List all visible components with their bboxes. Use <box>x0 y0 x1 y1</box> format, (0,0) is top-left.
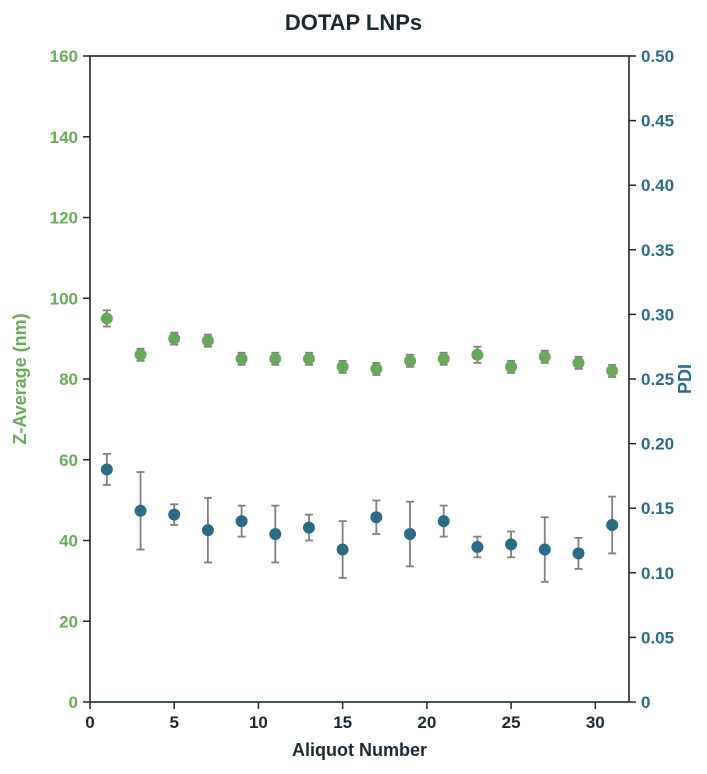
svg-text:100: 100 <box>50 289 78 308</box>
svg-text:140: 140 <box>50 128 78 147</box>
svg-text:60: 60 <box>59 451 78 470</box>
svg-text:25: 25 <box>502 713 521 732</box>
svg-text:30: 30 <box>586 713 605 732</box>
svg-text:0.30: 0.30 <box>641 305 674 324</box>
svg-text:0.05: 0.05 <box>641 628 674 647</box>
dotap-lnp-chart: DOTAP LNPs 0 5 10 15 20 25 30 Aliquot Number 0 20 4… <box>0 0 707 774</box>
svg-text:5: 5 <box>169 713 178 732</box>
x-axis-label: Aliquot Number <box>292 740 427 760</box>
svg-text:0.10: 0.10 <box>641 564 674 583</box>
svg-text:160: 160 <box>50 47 78 66</box>
svg-text:0: 0 <box>69 693 78 712</box>
svg-text:0.25: 0.25 <box>641 370 674 389</box>
svg-text:0.40: 0.40 <box>641 176 674 195</box>
chart-container: DOTAP LNPs 0 5 10 15 20 25 30 Aliquot Number 0 20 4… <box>0 0 707 774</box>
svg-text:0.15: 0.15 <box>641 499 674 518</box>
svg-text:20: 20 <box>59 612 78 631</box>
svg-text:80: 80 <box>59 370 78 389</box>
svg-text:0: 0 <box>85 713 94 732</box>
svg-text:15: 15 <box>333 713 352 732</box>
svg-text:0.35: 0.35 <box>641 241 674 260</box>
chart-title: DOTAP LNPs <box>285 10 422 35</box>
svg-text:0.45: 0.45 <box>641 112 674 131</box>
svg-text:20: 20 <box>417 713 436 732</box>
svg-text:0.50: 0.50 <box>641 47 674 66</box>
svg-text:10: 10 <box>249 713 268 732</box>
svg-text:120: 120 <box>50 209 78 228</box>
y-right-axis-label: PDI <box>675 364 695 394</box>
svg-text:0: 0 <box>641 693 650 712</box>
svg-text:0.20: 0.20 <box>641 435 674 454</box>
y-left-axis-label: Z-Average (nm) <box>10 313 30 444</box>
svg-text:40: 40 <box>59 532 78 551</box>
